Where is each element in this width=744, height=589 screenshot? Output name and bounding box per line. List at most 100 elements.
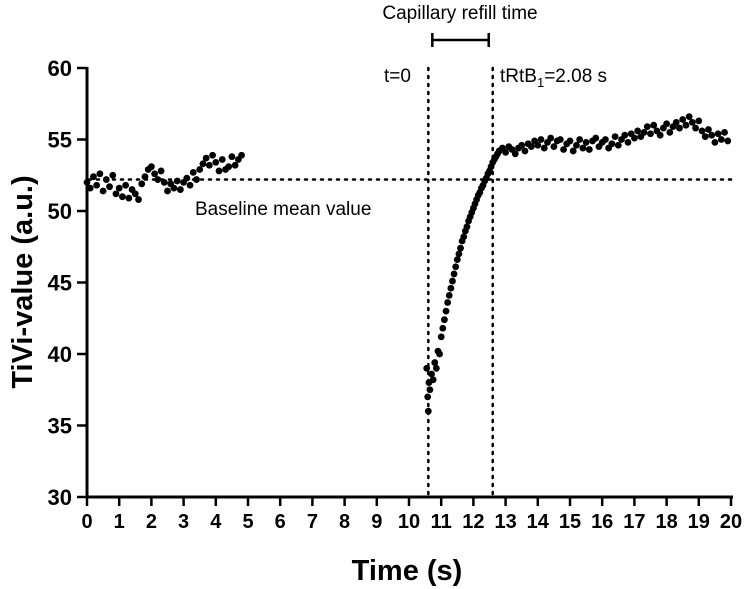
data-point — [550, 143, 558, 151]
data-points — [83, 113, 732, 415]
data-point — [569, 147, 577, 155]
x-tick-label: 11 — [431, 511, 452, 533]
data-point — [135, 196, 142, 203]
data-point — [621, 131, 629, 139]
data-point — [640, 128, 648, 136]
x-tick-label: 4 — [210, 511, 222, 533]
data-point — [701, 133, 709, 141]
data-point — [511, 150, 519, 158]
data-point — [148, 163, 155, 171]
data-point — [199, 160, 207, 168]
data-point — [186, 181, 194, 189]
data-point — [90, 173, 97, 181]
crt-label: Capillary refill time — [382, 3, 537, 24]
data-point — [99, 187, 107, 195]
data-point — [436, 350, 443, 358]
data-point — [445, 291, 453, 299]
data-point — [444, 299, 452, 306]
data-point — [170, 184, 178, 192]
x-tick-label: 15 — [559, 511, 581, 533]
data-point — [455, 250, 463, 258]
x-tick-label: 19 — [688, 511, 710, 533]
y-tick-label: 55 — [48, 128, 72, 153]
data-point — [228, 153, 236, 161]
data-point — [631, 134, 638, 142]
data-point — [428, 370, 435, 378]
x-tick-label: 1 — [114, 511, 125, 533]
data-point — [582, 138, 590, 146]
x-tick-label: 8 — [339, 511, 350, 533]
data-point — [608, 140, 616, 148]
x-tick-label: 7 — [307, 511, 318, 533]
data-point — [685, 113, 693, 121]
data-point — [196, 166, 204, 173]
data-point — [666, 128, 674, 136]
data-point — [647, 130, 654, 138]
data-point — [682, 121, 690, 129]
data-point — [209, 151, 216, 159]
data-point — [429, 376, 437, 384]
x-tick-label: 9 — [371, 511, 382, 533]
data-point — [679, 116, 687, 123]
data-point — [138, 180, 146, 188]
data-point — [460, 233, 468, 241]
data-point — [439, 324, 447, 332]
data-point — [721, 128, 728, 136]
data-point — [231, 161, 239, 169]
x-tick-label: 16 — [591, 511, 613, 533]
y-tick-label: 60 — [48, 56, 72, 81]
data-point — [112, 190, 120, 198]
y-axis-title: TiVi-value (a.u.) — [7, 175, 39, 388]
data-point — [202, 154, 210, 162]
data-point — [115, 184, 123, 192]
data-point — [556, 136, 564, 143]
reference-lines — [87, 66, 733, 499]
data-point — [457, 244, 464, 252]
x-tick-label: 13 — [494, 511, 516, 533]
data-point — [215, 167, 223, 175]
data-point — [176, 186, 184, 193]
data-point — [125, 194, 133, 202]
data-point — [151, 170, 159, 178]
data-point — [93, 181, 101, 189]
data-point — [708, 131, 716, 139]
data-point — [672, 118, 680, 126]
x-tick-label: 6 — [275, 511, 286, 533]
y-tick-label: 40 — [48, 342, 72, 367]
data-point — [576, 136, 584, 143]
y-tick-label: 30 — [48, 485, 72, 510]
data-point — [663, 120, 670, 128]
x-tick-label: 5 — [242, 511, 253, 533]
y-tick-label: 45 — [48, 271, 72, 296]
data-point — [452, 263, 460, 271]
data-point — [540, 144, 548, 152]
x-tick-label: 18 — [655, 511, 677, 533]
data-point — [189, 168, 197, 176]
data-point — [463, 223, 471, 231]
data-point — [676, 124, 683, 132]
data-point — [437, 333, 445, 341]
data-point — [614, 141, 622, 149]
data-point — [521, 147, 529, 155]
t0-label: t=0 — [384, 66, 411, 87]
data-point — [154, 176, 162, 183]
data-point — [164, 187, 171, 195]
data-point — [592, 134, 600, 142]
data-point — [602, 136, 609, 143]
x-tick-label: 0 — [81, 511, 92, 533]
data-point — [225, 163, 233, 171]
x-tick-label: 10 — [398, 511, 420, 533]
trtb-prefix: tRtB — [500, 66, 537, 87]
data-point — [453, 256, 461, 264]
x-tick-label: 14 — [527, 511, 550, 533]
data-point — [518, 141, 526, 149]
data-point — [449, 277, 456, 285]
data-point — [573, 141, 580, 149]
data-point — [585, 146, 593, 153]
x-tick-label: 3 — [178, 511, 189, 533]
data-point — [547, 134, 555, 142]
data-point — [109, 171, 117, 179]
y-axis-ticks: 30 35 40 45 50 55 60 — [48, 56, 87, 510]
y-tick-label: 50 — [48, 199, 72, 224]
